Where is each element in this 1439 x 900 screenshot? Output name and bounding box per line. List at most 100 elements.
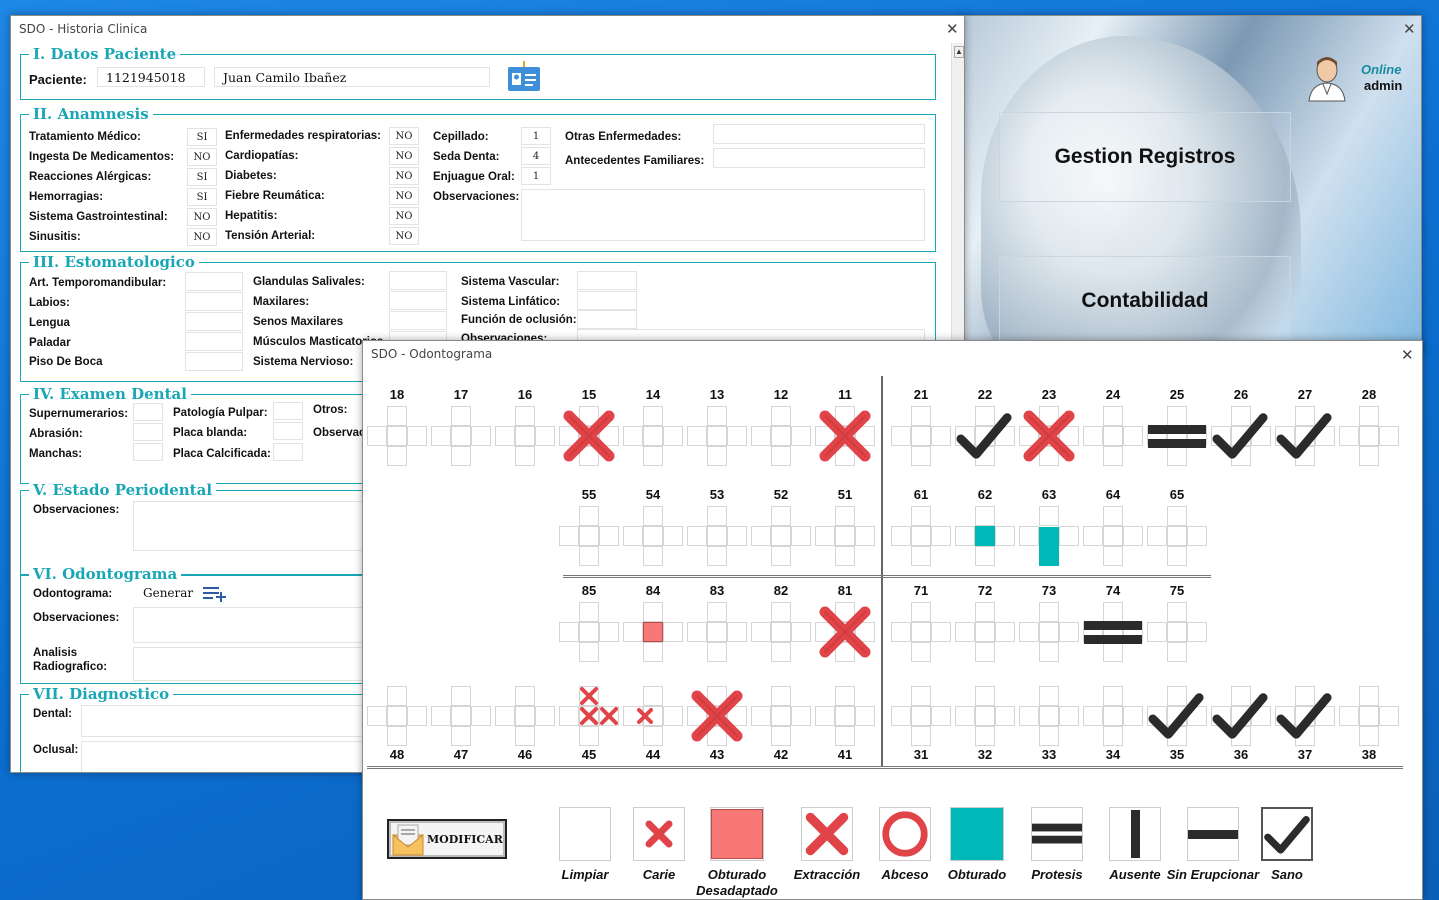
- tooth-surface[interactable]: [471, 706, 491, 726]
- tooth-surface[interactable]: [891, 706, 911, 726]
- tooth-71[interactable]: [891, 602, 951, 662]
- tooth-17[interactable]: [431, 406, 491, 466]
- tooth-surface[interactable]: [1059, 706, 1079, 726]
- tooth-38[interactable]: [1339, 686, 1399, 746]
- tooth-74[interactable]: [1083, 602, 1143, 662]
- tooth-surface[interactable]: [1103, 726, 1123, 746]
- tooth-14[interactable]: [623, 406, 683, 466]
- tooth-surface[interactable]: [687, 526, 707, 546]
- tooth-surface[interactable]: [1083, 706, 1103, 726]
- estomatologico-field[interactable]: [185, 292, 243, 311]
- estomatologico-field[interactable]: [389, 271, 447, 290]
- tooth-surface[interactable]: [451, 406, 471, 426]
- tooth-surface[interactable]: [1039, 706, 1059, 726]
- tooth-surface[interactable]: [1103, 706, 1123, 726]
- tooth-surface[interactable]: [707, 706, 727, 726]
- tooth-surface[interactable]: [643, 726, 663, 746]
- tooth-surface[interactable]: [643, 506, 663, 526]
- tooth-surface[interactable]: [955, 426, 975, 446]
- tooth-surface[interactable]: [1231, 406, 1251, 426]
- tooth-surface[interactable]: [1275, 426, 1295, 446]
- tooth-surface[interactable]: [835, 546, 855, 566]
- tooth-surface[interactable]: [911, 506, 931, 526]
- tooth-13[interactable]: [687, 406, 747, 466]
- estomatologico-field[interactable]: [577, 271, 637, 290]
- tooth-15[interactable]: [559, 406, 619, 466]
- tooth-surface[interactable]: [1103, 686, 1123, 706]
- tooth-surface[interactable]: [751, 526, 771, 546]
- tooth-surface[interactable]: [1295, 426, 1315, 446]
- anamnesis-value[interactable]: NO: [389, 167, 419, 185]
- tooth-surface[interactable]: [835, 406, 855, 426]
- estomatologico-field[interactable]: [185, 312, 243, 331]
- tooth-surface[interactable]: [815, 622, 835, 642]
- tooth-surface[interactable]: [1083, 526, 1103, 546]
- tooth-surface[interactable]: [471, 426, 491, 446]
- tooth-82[interactable]: [751, 602, 811, 662]
- tooth-81[interactable]: [815, 602, 875, 662]
- tooth-surface[interactable]: [955, 622, 975, 642]
- tooth-surface[interactable]: [1103, 506, 1123, 526]
- tooth-surface[interactable]: [1019, 706, 1039, 726]
- tooth-surface[interactable]: [771, 546, 791, 566]
- tooth-surface[interactable]: [975, 506, 995, 526]
- paciente-id-field[interactable]: 1121945018: [97, 67, 205, 87]
- legend-protesis-button[interactable]: [1031, 807, 1083, 861]
- tooth-surface[interactable]: [975, 622, 995, 642]
- tooth-surface[interactable]: [911, 426, 931, 446]
- tooth-surface[interactable]: [1083, 622, 1103, 642]
- tooth-surface[interactable]: [1147, 706, 1167, 726]
- tooth-surface[interactable]: [367, 706, 387, 726]
- examen-field[interactable]: [273, 443, 303, 461]
- tooth-64[interactable]: [1083, 506, 1143, 566]
- tooth-surface[interactable]: [835, 706, 855, 726]
- tooth-surface[interactable]: [1211, 426, 1231, 446]
- tooth-surface[interactable]: [791, 526, 811, 546]
- legend-sano-button[interactable]: [1261, 807, 1313, 861]
- tooth-22[interactable]: [955, 406, 1015, 466]
- tooth-surface[interactable]: [791, 622, 811, 642]
- tooth-surface[interactable]: [495, 426, 515, 446]
- tooth-surface[interactable]: [835, 602, 855, 622]
- tooth-surface[interactable]: [1211, 706, 1231, 726]
- tooth-surface[interactable]: [995, 526, 1015, 546]
- tooth-surface[interactable]: [815, 426, 835, 446]
- tooth-surface[interactable]: [1039, 686, 1059, 706]
- tooth-surface[interactable]: [1167, 406, 1187, 426]
- tooth-surface[interactable]: [1251, 706, 1271, 726]
- tooth-surface[interactable]: [1019, 622, 1039, 642]
- tooth-surface[interactable]: [1167, 642, 1187, 662]
- tooth-84[interactable]: [623, 602, 683, 662]
- tooth-surface[interactable]: [975, 426, 995, 446]
- tooth-12[interactable]: [751, 406, 811, 466]
- tooth-surface[interactable]: [911, 526, 931, 546]
- tooth-surface[interactable]: [1359, 446, 1379, 466]
- tooth-surface[interactable]: [643, 706, 663, 726]
- tooth-surface[interactable]: [911, 706, 931, 726]
- tooth-surface[interactable]: [771, 426, 791, 446]
- tooth-surface[interactable]: [751, 426, 771, 446]
- tooth-surface[interactable]: [643, 642, 663, 662]
- tooth-42[interactable]: [751, 686, 811, 746]
- tooth-surface[interactable]: [727, 622, 747, 642]
- tooth-surface[interactable]: [1059, 426, 1079, 446]
- tooth-surface[interactable]: [599, 622, 619, 642]
- tooth-surface[interactable]: [975, 526, 995, 546]
- tooth-surface[interactable]: [1379, 706, 1399, 726]
- tooth-surface[interactable]: [707, 622, 727, 642]
- tooth-surface[interactable]: [1295, 706, 1315, 726]
- tooth-surface[interactable]: [1187, 426, 1207, 446]
- tooth-surface[interactable]: [975, 706, 995, 726]
- tooth-surface[interactable]: [911, 686, 931, 706]
- tooth-21[interactable]: [891, 406, 951, 466]
- tooth-11[interactable]: [815, 406, 875, 466]
- tooth-83[interactable]: [687, 602, 747, 662]
- tooth-surface[interactable]: [815, 706, 835, 726]
- tooth-26[interactable]: [1211, 406, 1271, 466]
- tooth-surface[interactable]: [891, 526, 911, 546]
- tooth-surface[interactable]: [911, 642, 931, 662]
- close-icon[interactable]: ✕: [1403, 21, 1416, 38]
- tooth-surface[interactable]: [643, 622, 663, 642]
- tooth-surface[interactable]: [1167, 426, 1187, 446]
- tooth-36[interactable]: [1211, 686, 1271, 746]
